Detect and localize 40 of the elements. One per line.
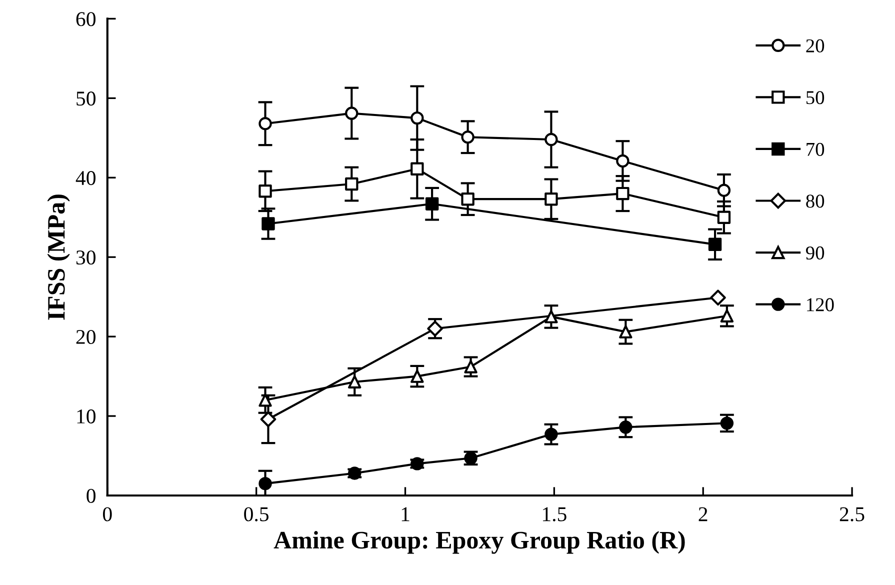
point [425, 197, 439, 210]
point [262, 217, 275, 230]
point [258, 394, 272, 407]
legend-label: 70 [806, 142, 824, 156]
legend-label: 120 [807, 298, 834, 312]
x-tick-label: 2 [698, 507, 708, 522]
point [260, 411, 276, 428]
point [619, 325, 632, 338]
legend-label: 90 [806, 246, 824, 260]
point [720, 309, 734, 323]
point [464, 360, 478, 374]
point [708, 238, 722, 251]
point [710, 290, 726, 306]
y-tick-label: 40 [76, 171, 96, 186]
x-tick-label: 2.5 [840, 507, 864, 522]
x-axis-title: Amine Group: Epoxy Group Ratio (R) [274, 531, 685, 554]
point [544, 192, 558, 206]
legend-label: 80 [806, 194, 824, 208]
point [258, 184, 272, 198]
point [544, 310, 558, 324]
y-tick-label: 20 [76, 330, 96, 344]
point [345, 177, 358, 191]
legend-label: 20 [806, 39, 824, 52]
legend-label: 50 [806, 91, 824, 104]
y-tick-label: 60 [76, 12, 96, 26]
y-tick-label: 10 [77, 409, 96, 424]
x-tick-label: 1.5 [542, 507, 566, 522]
point [461, 192, 474, 206]
y-tick-label: 50 [76, 92, 96, 106]
point [616, 186, 630, 200]
y-tick-label: 30 [76, 250, 96, 265]
point [717, 210, 731, 224]
x-tick-label: 0.5 [244, 507, 269, 522]
point [410, 162, 424, 176]
x-tick-label: 0 [102, 507, 112, 522]
x-tick-label: 1 [402, 507, 410, 522]
point [348, 375, 362, 388]
y-tick-label: 0 [86, 488, 96, 503]
point [410, 370, 424, 383]
y-axis-title: IFSS (MPa) [47, 194, 70, 320]
